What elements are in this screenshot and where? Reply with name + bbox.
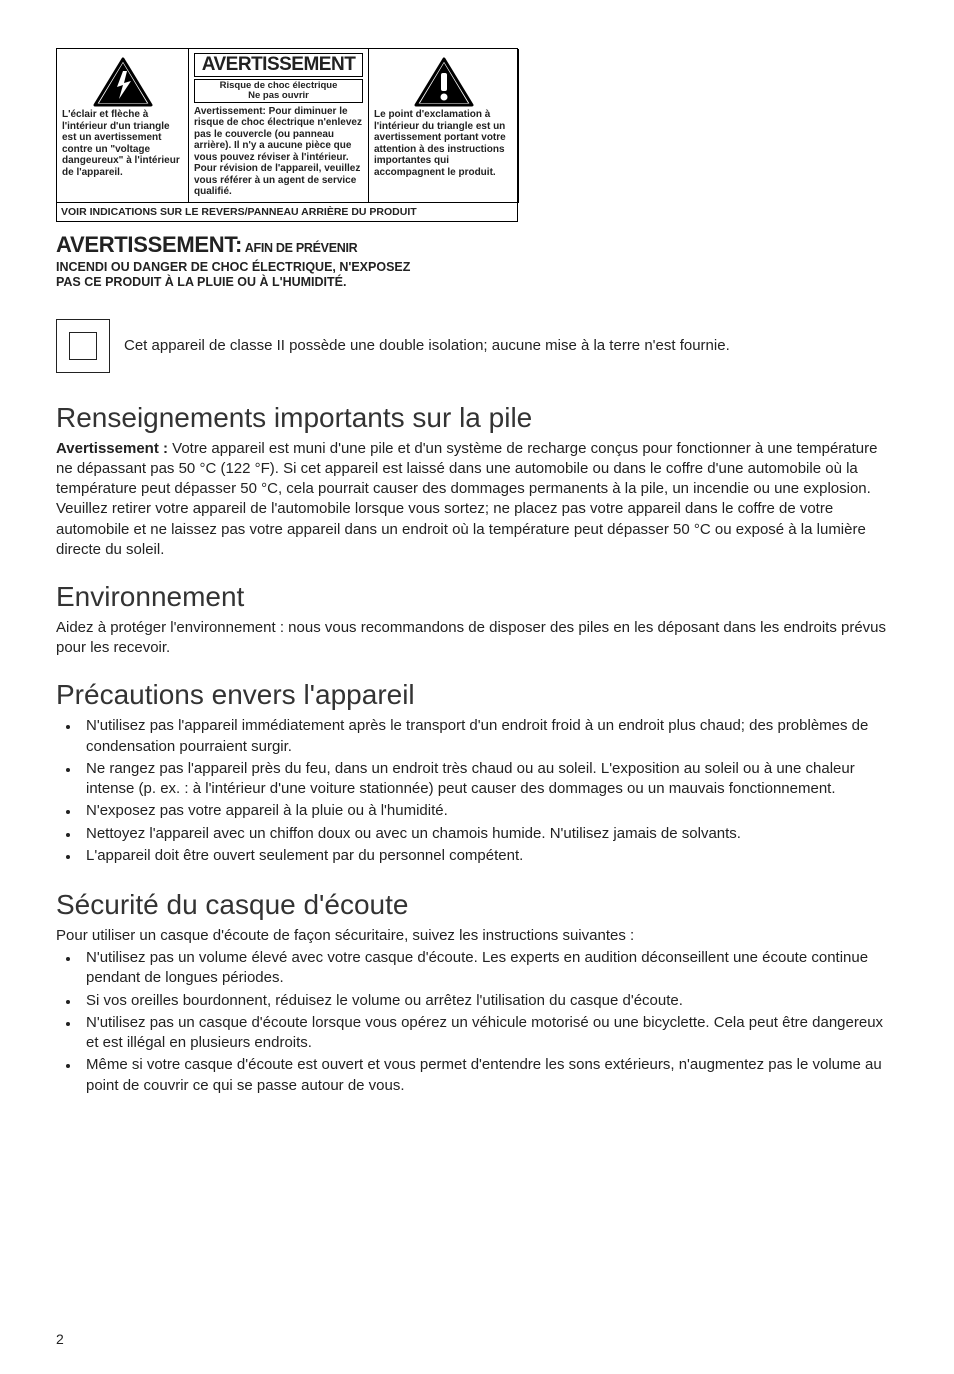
list-item: N'utilisez pas l'appareil immédiatement … <box>80 716 898 757</box>
warn-col3: Le point d'exclamation à l'intérieur du … <box>369 49 519 202</box>
warn-col1-text: L'éclair et flèche à l'intérieur d'un tr… <box>62 109 183 178</box>
warn-col2-title: AVERTISSEMENT <box>194 53 363 77</box>
class2-row: Cet appareil de classe II possède une do… <box>56 319 898 373</box>
list-item: N'utilisez pas un volume élevé avec votr… <box>80 948 898 989</box>
sec4-list: N'utilisez pas un volume élevé avec votr… <box>56 948 898 1096</box>
list-item: Nettoyez l'appareil avec un chiffon doux… <box>80 824 898 844</box>
sec1-body: Avertissement : Votre appareil est muni … <box>56 439 898 561</box>
sec2-body: Aidez à protéger l'environnement : nous … <box>56 618 898 659</box>
warn-col2-text: Avertissement: Pour diminuer le risque d… <box>194 106 363 198</box>
sec3-list: N'utilisez pas l'appareil immédiatement … <box>56 716 898 866</box>
lightning-triangle-icon <box>62 53 183 109</box>
sec4-heading: Sécurité du casque d'écoute <box>56 886 898 924</box>
list-item: Si vos oreilles bourdonnent, réduisez le… <box>80 991 898 1011</box>
page-number: 2 <box>56 1330 64 1349</box>
list-item: Même si votre casque d'écoute est ouvert… <box>80 1055 898 1096</box>
warn-col3-text: Le point d'exclamation à l'intérieur du … <box>374 109 513 178</box>
sec4-intro: Pour utiliser un casque d'écoute de faço… <box>56 926 898 946</box>
sec3-heading: Précautions envers l'appareil <box>56 676 898 714</box>
warning-box: L'éclair et flèche à l'intérieur d'un tr… <box>56 48 518 222</box>
warn-col1: L'éclair et flèche à l'intérieur d'un tr… <box>57 49 189 202</box>
warn-col2-sub: Risque de choc électrique Ne pas ouvrir <box>194 79 363 103</box>
list-item: N'utilisez pas un casque d'écoute lorsqu… <box>80 1013 898 1054</box>
avertissement-heading: AVERTISSEMENT: AFIN DE PRÉVENIR <box>56 230 898 260</box>
warn-col2: AVERTISSEMENT Risque de choc électrique … <box>189 49 369 202</box>
exclamation-triangle-icon <box>374 53 513 109</box>
avertissement-body: INCENDI OU DANGER DE CHOC ÉLECTRIQUE, N'… <box>56 260 898 291</box>
class2-icon <box>56 319 110 373</box>
list-item: Ne rangez pas l'appareil près du feu, da… <box>80 759 898 800</box>
sec2-heading: Environnement <box>56 578 898 616</box>
list-item: N'exposez pas votre appareil à la pluie … <box>80 801 898 821</box>
list-item: L'appareil doit être ouvert seulement pa… <box>80 846 898 866</box>
warn-footer: VOIR INDICATIONS SUR LE REVERS/PANNEAU A… <box>57 202 519 221</box>
sec1-heading: Renseignements importants sur la pile <box>56 399 898 437</box>
class2-text: Cet appareil de classe II possède une do… <box>124 336 730 356</box>
